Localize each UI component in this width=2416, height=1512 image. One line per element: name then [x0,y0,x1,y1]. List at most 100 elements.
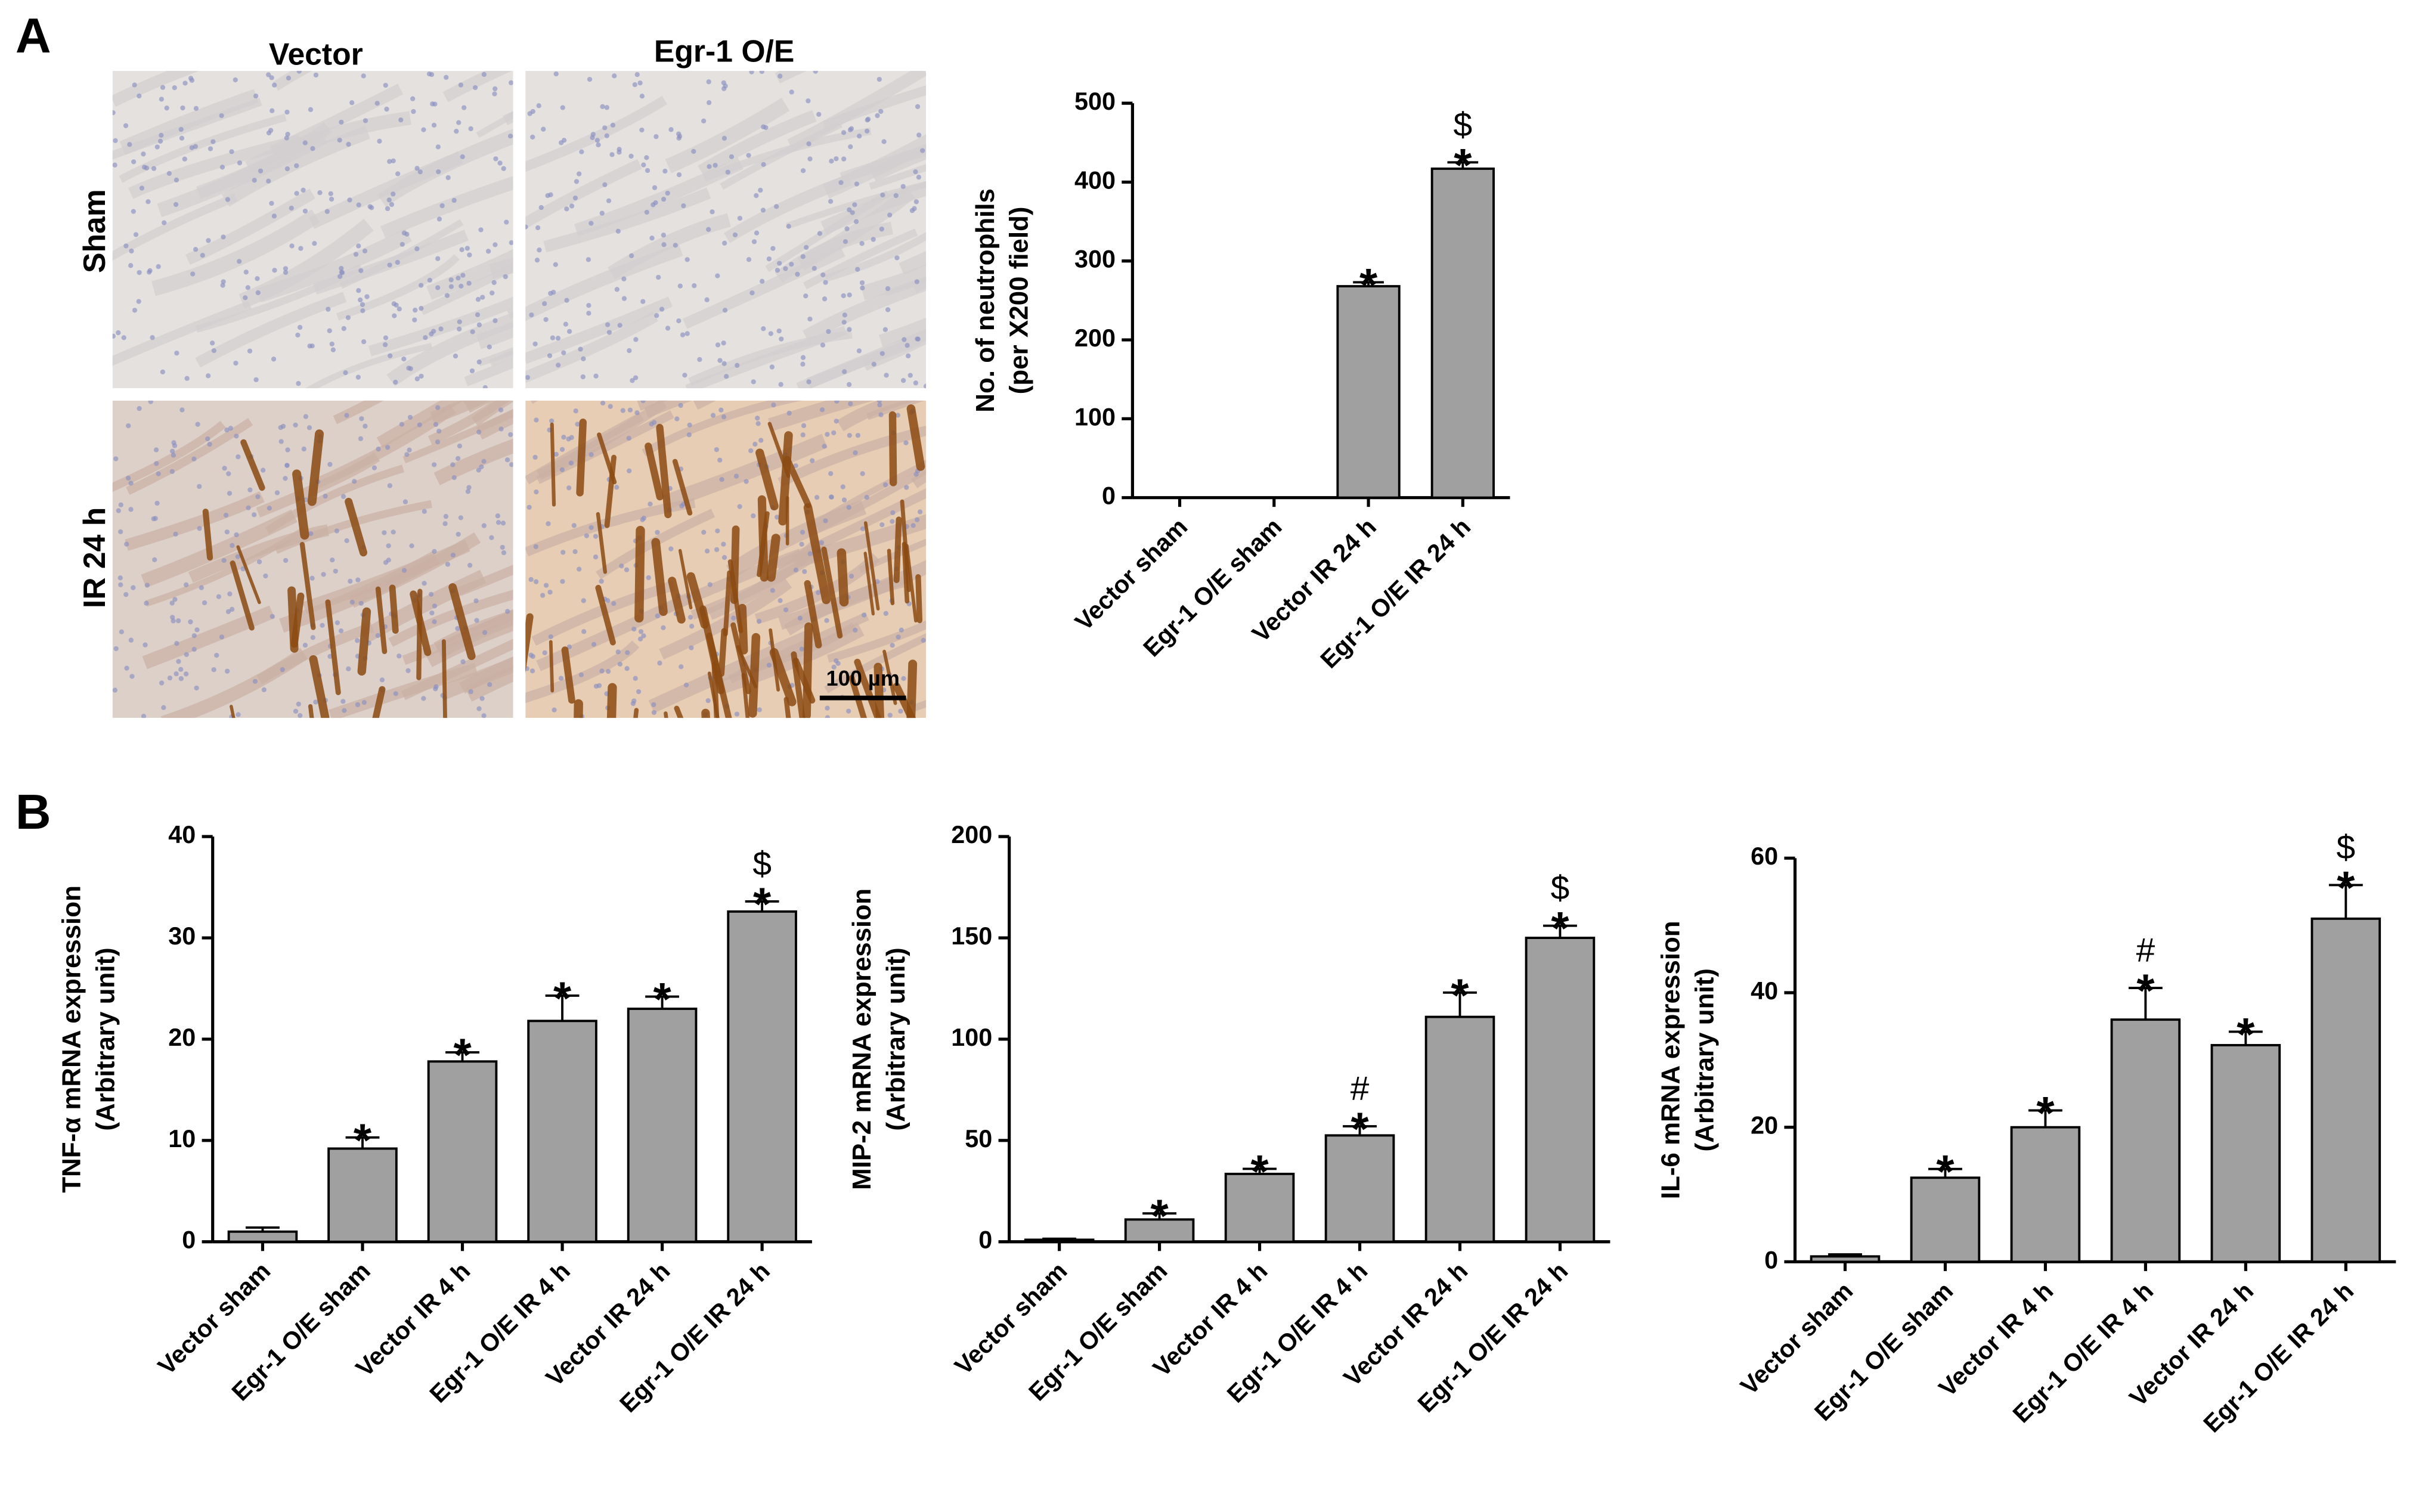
nucleus [487,344,492,349]
stain [718,628,727,677]
nucleus [655,529,660,535]
nucleus [174,177,179,183]
nucleus [841,130,847,135]
nucleus [475,312,481,318]
nucleus [610,122,616,128]
nucleus [561,435,566,440]
nucleus [274,490,280,495]
nucleus [501,166,506,171]
stain [656,424,672,519]
nucleus [913,380,918,386]
nucleus [552,707,557,712]
nucleus [197,526,202,531]
nucleus [127,142,132,147]
nucleus [627,468,632,473]
stain [645,442,664,501]
nucleus [665,326,671,331]
nucleus [566,644,572,650]
nucleus [283,557,289,563]
nucleus [566,436,571,442]
nucleus [807,551,813,556]
nucleus [621,276,627,281]
nucleus [465,489,471,494]
nucleus [278,425,283,430]
nucleus [387,159,392,164]
stain [634,525,645,623]
nucleus [401,568,407,573]
nucleus [630,378,635,383]
nucleus [549,418,555,424]
nucleus [548,634,553,640]
nucleus [222,466,227,471]
error-bar [2328,884,2363,919]
nucleus [620,408,625,413]
stain [863,551,875,616]
nucleus [885,307,891,312]
nucleus [148,400,153,404]
nucleus [330,347,336,352]
nucleus [847,207,852,213]
nucleus [806,98,811,104]
stain [769,647,797,707]
nucleus [916,175,922,180]
nucleus [123,592,129,597]
nucleus [141,714,147,718]
nucleus [133,232,139,237]
nucleus [253,93,259,99]
nucleus [227,591,233,597]
nucleus [283,269,289,275]
tubule [112,70,200,107]
nucleus [859,241,865,246]
nucleus [432,549,437,554]
nucleus [704,549,710,554]
nucleus [225,609,231,614]
stain [802,622,813,718]
nucleus [113,456,119,461]
nucleus [116,508,121,513]
nucleus [617,323,622,328]
nucleus [310,146,315,151]
nucleus [847,292,852,298]
tubule [525,296,673,364]
nucleus [923,383,927,389]
nucleus [819,407,825,413]
nucleus [921,637,926,643]
nucleus [640,299,646,304]
tubule [112,193,238,261]
nucleus [173,531,178,537]
nucleus [920,148,925,153]
nucleus [651,420,657,425]
nucleus [721,340,726,346]
nucleus [457,326,462,332]
y-tick-label: 0 [978,1226,992,1254]
nucleus [651,709,657,715]
nucleus [388,353,393,358]
nucleus [599,668,605,674]
nucleus [210,139,216,144]
tubule [126,418,253,495]
nucleus [535,225,541,231]
tubule [333,400,384,425]
y-tick-label: 10 [168,1125,196,1152]
nucleus [395,171,401,176]
nucleus [230,606,235,612]
nucleus [349,599,355,605]
nucleus [308,107,314,112]
nucleus [913,472,919,477]
nucleus [154,500,160,506]
nucleus [159,132,164,138]
nucleus [234,433,239,439]
error-bar [645,995,680,1009]
nucleus [822,296,828,302]
nucleus [725,169,730,175]
stain [893,516,902,584]
nucleus [302,208,308,214]
nucleus [339,265,344,271]
nucleus [749,290,755,296]
nucleus [586,311,591,316]
tubule [426,617,513,668]
y-axis-label: No. of neutrophils [971,188,1000,413]
nucleus [655,613,660,619]
nucleus [118,502,123,507]
nucleus [793,568,799,573]
